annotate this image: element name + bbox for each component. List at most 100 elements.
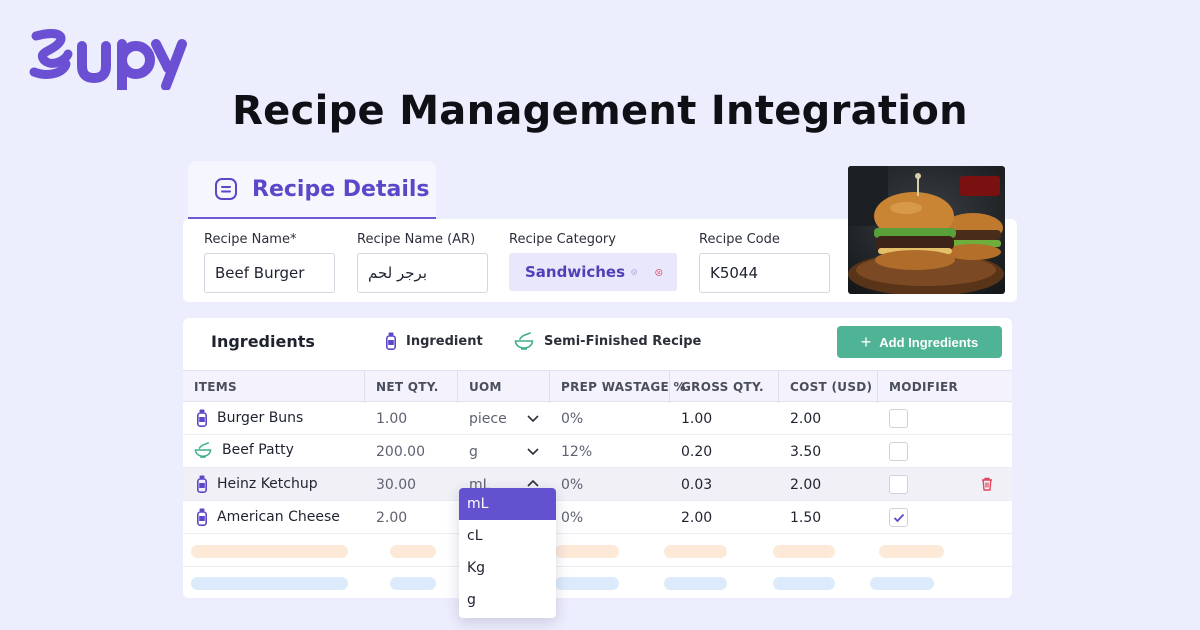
col-cost[interactable]: COST (USD) — [790, 380, 873, 394]
row-item: Burger Buns — [197, 409, 303, 427]
recipe-name-ar-input[interactable]: برجر لحم — [357, 253, 488, 293]
row-net-qty[interactable]: 30.00 — [376, 477, 417, 493]
row-item-name: Burger Buns — [217, 410, 304, 426]
tab-recipe-details[interactable]: Recipe Details — [188, 161, 436, 219]
legend-semi-finished: Semi-Finished Recipe — [514, 332, 701, 350]
uom-option-kg[interactable]: Kg — [467, 560, 486, 576]
row-net-qty[interactable]: 2.00 — [376, 510, 408, 526]
recipe-category-select[interactable]: Sandwiches — [509, 253, 677, 291]
bottle-icon — [386, 332, 396, 350]
placeholder-row — [183, 567, 1012, 598]
skeleton-bar — [191, 577, 348, 590]
uom-option-ml[interactable]: mL — [459, 488, 556, 520]
row-item-name: American Cheese — [217, 509, 340, 525]
col-modifier[interactable]: MODIFIER — [889, 380, 959, 394]
recipe-name-input[interactable]: Beef Burger — [204, 253, 335, 293]
recipe-category-label: Recipe Category — [509, 232, 616, 247]
add-ingredients-button[interactable]: + Add Ingredients — [837, 326, 1002, 358]
page-headline: Recipe Management Integration — [232, 88, 968, 134]
col-prep-wastage[interactable]: PREP WASTAGE % — [561, 380, 686, 394]
col-net-qty[interactable]: NET QTY. — [376, 380, 439, 394]
modifier-checkbox-checked[interactable] — [889, 508, 908, 527]
table-row[interactable]: Beef Patty 200.00 g 12% 0.20 3.50 — [183, 435, 1012, 468]
row-wastage[interactable]: 0% — [561, 510, 584, 526]
legend-semi-label: Semi-Finished Recipe — [544, 333, 702, 349]
uom-option-g[interactable]: g — [467, 592, 476, 608]
plus-icon: + — [860, 332, 872, 352]
col-divider — [549, 371, 550, 403]
uom-dropdown[interactable]: mL cL Kg g — [459, 488, 556, 618]
recipe-name-field: Recipe Name* Beef Burger — [204, 232, 335, 293]
chevron-down-circle-icon[interactable] — [631, 265, 637, 279]
ingredients-title: Ingredients — [211, 332, 315, 351]
row-net-qty[interactable]: 1.00 — [376, 411, 408, 427]
row-cost: 3.50 — [790, 444, 822, 460]
row-gross-qty: 0.03 — [681, 477, 713, 493]
col-items[interactable]: ITEMS — [194, 380, 237, 394]
row-cost: 2.00 — [790, 477, 822, 493]
row-gross-qty: 2.00 — [681, 510, 713, 526]
chevron-down-icon[interactable] — [526, 411, 540, 425]
table-header: ITEMS NET QTY. UOM PREP WASTAGE % GROSS … — [183, 370, 1012, 403]
row-cost: 1.50 — [790, 510, 822, 526]
trash-icon[interactable] — [981, 477, 993, 491]
col-divider — [778, 371, 779, 403]
list-square-icon — [215, 178, 237, 200]
row-item: American Cheese — [197, 508, 340, 526]
row-uom[interactable]: g — [469, 444, 478, 460]
row-wastage[interactable]: 0% — [561, 477, 584, 493]
legend-ingredient-label: Ingredient — [406, 333, 483, 349]
col-divider — [364, 371, 365, 403]
col-divider — [669, 371, 670, 403]
chevron-down-icon[interactable] — [526, 444, 540, 458]
row-item: Beef Patty — [194, 442, 294, 458]
skeleton-bar — [390, 545, 436, 558]
row-uom[interactable]: piece — [469, 411, 507, 427]
row-gross-qty: 1.00 — [681, 411, 713, 427]
skeleton-bar — [879, 545, 944, 558]
tab-label: Recipe Details — [252, 176, 430, 202]
recipe-name-ar-label: Recipe Name (AR) — [357, 232, 476, 247]
modifier-checkbox[interactable] — [889, 442, 908, 461]
modifier-checkbox[interactable] — [889, 409, 908, 428]
recipe-code-field: Recipe Code K5044 — [699, 232, 830, 293]
bowl-icon — [514, 332, 534, 350]
skeleton-bar — [390, 577, 436, 590]
skeleton-bar — [555, 577, 619, 590]
clear-category-icon[interactable] — [655, 264, 663, 281]
row-item-name: Beef Patty — [222, 442, 294, 458]
bottle-icon — [197, 475, 207, 493]
check-icon — [893, 513, 904, 522]
placeholder-row — [183, 534, 1012, 567]
bottle-icon — [197, 409, 207, 427]
ingredients-card: Ingredients Ingredient Semi-Finished Rec… — [183, 318, 1012, 598]
skeleton-bar — [191, 545, 348, 558]
skeleton-bar — [773, 577, 835, 590]
col-divider — [457, 371, 458, 403]
uom-option-cl[interactable]: cL — [467, 528, 483, 544]
recipe-photo[interactable] — [848, 166, 1005, 294]
recipe-code-input[interactable]: K5044 — [699, 253, 830, 293]
modifier-checkbox[interactable] — [889, 475, 908, 494]
table-row[interactable]: Burger Buns 1.00 piece 0% 1.00 2.00 — [183, 402, 1012, 435]
row-wastage[interactable]: 0% — [561, 411, 584, 427]
bottle-icon — [197, 508, 207, 526]
chevron-up-icon[interactable] — [526, 477, 540, 491]
bowl-icon — [194, 442, 212, 458]
row-wastage[interactable]: 12% — [561, 444, 593, 460]
skeleton-bar — [664, 545, 727, 558]
skeleton-bar — [870, 577, 934, 590]
skeleton-bar — [664, 577, 727, 590]
row-cost: 2.00 — [790, 411, 822, 427]
supy-logo — [29, 29, 187, 90]
row-net-qty[interactable]: 200.00 — [376, 444, 425, 460]
recipe-category-field: Recipe Category Sandwiches — [509, 232, 677, 291]
skeleton-bar — [555, 545, 619, 558]
category-chip-text: Sandwiches — [525, 263, 626, 281]
row-item-name: Heinz Ketchup — [217, 476, 318, 492]
col-gross-qty[interactable]: GROSS QTY. — [681, 380, 764, 394]
table-row[interactable]: Heinz Ketchup 30.00 mL 0% 0.03 2.00 — [183, 468, 1012, 501]
table-row[interactable]: American Cheese 2.00 0% 2.00 1.50 — [183, 501, 1012, 534]
recipe-name-ar-field: Recipe Name (AR) برجر لحم — [357, 232, 488, 293]
col-uom[interactable]: UOM — [469, 380, 502, 394]
